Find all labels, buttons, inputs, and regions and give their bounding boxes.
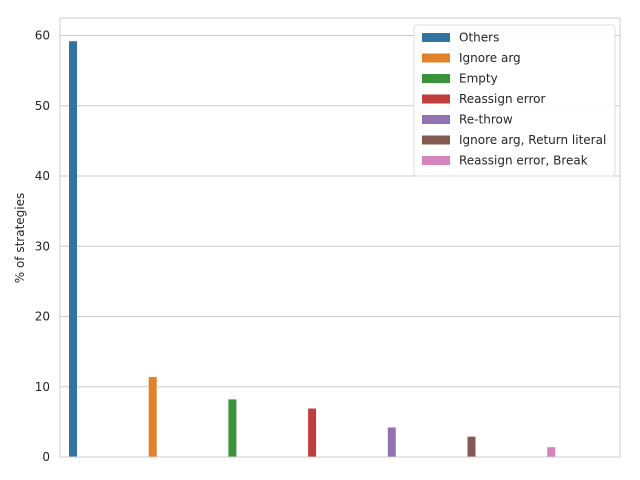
bar-ignore-arg-return-literal [467,436,476,457]
legend-swatch [422,156,450,165]
y-axis-ticks: 0 10 20 30 40 50 60 [35,29,50,464]
legend-label: Reassign error, Break [459,154,588,168]
legend: Others Ignore arg Empty Reassign error Re-th… [413,24,616,177]
y-tick-label: 60 [35,29,50,43]
legend-box [413,24,616,177]
y-tick-label: 10 [35,380,50,394]
legend-swatch [422,53,450,63]
legend-swatch [422,94,450,104]
legend-swatch [422,74,450,83]
legend-swatch [422,135,450,145]
y-tick-label: 20 [35,310,50,324]
legend-swatch [422,115,450,124]
bar-reassign-error-break [547,447,556,457]
y-tick-label: 40 [35,169,50,183]
bar-empty [228,399,237,457]
bar-others [69,41,77,457]
y-tick-label: 0 [42,450,50,464]
legend-label: Ignore arg [459,51,521,65]
y-tick-label: 50 [35,99,50,113]
legend-label: Re-throw [459,113,513,127]
bar-ignore-arg [148,376,157,457]
legend-swatch [422,33,450,42]
bars [69,41,556,457]
bar-reassign-error [308,408,317,457]
bar-re-throw [387,427,396,457]
legend-label: Empty [459,72,498,86]
legend-label: Ignore arg, Return literal [459,133,606,147]
y-axis-label: % of strategies [13,193,27,284]
legend-label: Reassign error [459,92,546,106]
plot-area-border [59,17,621,458]
legend-label: Others [459,31,499,45]
plot-frame [59,17,621,458]
y-tick-label: 30 [35,239,50,253]
